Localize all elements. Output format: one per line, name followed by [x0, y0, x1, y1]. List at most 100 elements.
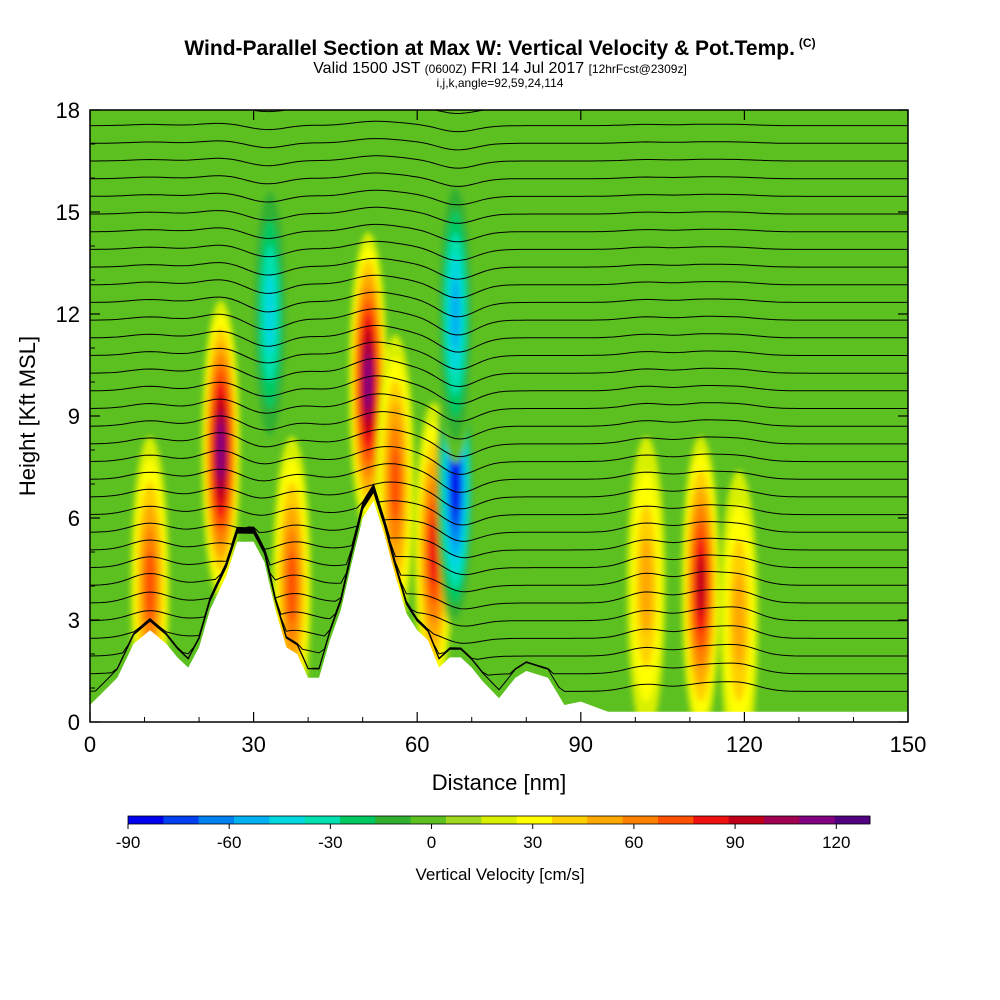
velocity-contour: [640, 538, 653, 634]
chart-title-text: Wind-Parallel Section at Max W: Vertical…: [184, 37, 795, 60]
velocity-feature: [681, 436, 720, 722]
isentrope-line: [90, 481, 908, 510]
terrain: [90, 501, 908, 722]
y-tick-label: 15: [56, 200, 80, 225]
x-tick-label: 150: [890, 732, 927, 757]
colorbar-swatch: [587, 816, 624, 824]
isentrope-line: [90, 189, 908, 206]
velocity-contour: [732, 572, 745, 668]
velocity-contour: [390, 447, 400, 521]
isentrope-line: [90, 445, 908, 476]
isentrope-line: [90, 411, 908, 440]
isentrope-line: [90, 274, 908, 299]
velocity-contour: [429, 518, 438, 586]
colorbar-tick-label: 120: [822, 833, 850, 852]
valid-date: FRI 14 Jul 2017: [471, 60, 585, 77]
isentrope-line: [90, 172, 908, 187]
x-tick-label: 0: [84, 732, 96, 757]
isentrope-line: [90, 138, 908, 151]
velocity-contour: [450, 277, 460, 351]
chart-title: Wind-Parallel Section at Max W: Vertical…: [0, 36, 1000, 61]
isentrope-line: [90, 155, 908, 169]
isentrope-line: [90, 358, 908, 388]
velocity-feature: [719, 470, 759, 722]
velocity-contour: [364, 354, 372, 410]
isentrope-line: [90, 375, 908, 405]
velocity-feature: [201, 300, 240, 600]
velocity-contour: [696, 555, 705, 617]
y-tick-label: 18: [56, 98, 80, 123]
velocity-feature: [250, 164, 290, 464]
y-tick-label: 9: [68, 404, 80, 429]
y-tick-label: 3: [68, 608, 80, 633]
colorbar-swatch: [764, 816, 800, 824]
colorbar-swatch: [799, 816, 836, 824]
x-tick-label: 120: [726, 732, 763, 757]
isentrope-line: [90, 484, 908, 542]
colorbar-swatch: [304, 816, 341, 824]
colorbar-swatch: [693, 816, 730, 824]
colorbar-frame: [127, 815, 871, 825]
colorbar-tick-label: 30: [523, 833, 542, 852]
velocity-contour: [451, 455, 459, 513]
colorbar-swatch: [234, 816, 270, 824]
velocity-contour: [264, 273, 276, 355]
x-axis-title: Distance [nm]: [432, 770, 567, 795]
velocity-contour: [287, 549, 297, 623]
colorbar-tick-label: 0: [427, 833, 436, 852]
isentrope-line: [90, 308, 908, 336]
colorbar-swatch: [128, 816, 164, 824]
isentrope-line: [90, 483, 908, 526]
colorbar-tick-label: 60: [624, 833, 643, 852]
velocity-contour: [217, 422, 225, 478]
colorbar-swatch: [198, 816, 235, 824]
y-tick-label: 12: [56, 302, 80, 327]
x-tick-label: 30: [241, 732, 265, 757]
colorbar-swatch: [340, 816, 376, 824]
valid-time: Valid 1500 JST: [313, 60, 421, 77]
colorbar-swatch: [163, 816, 200, 824]
colorbar-swatch: [481, 816, 518, 824]
isentrope-line: [90, 341, 908, 370]
isentrope-line: [90, 486, 908, 593]
plot-area: [90, 110, 908, 722]
isentrope-line: [90, 485, 908, 576]
valid-utc: (0600Z): [424, 62, 467, 76]
colorbar-swatch: [410, 816, 447, 824]
isentrope-line: [90, 484, 908, 559]
isentrope-line: [90, 393, 908, 422]
colorbar-swatch: [269, 816, 306, 824]
forecast-info: [12hrFcst@2309z]: [588, 62, 687, 76]
isentrope-line: [90, 291, 908, 318]
colorbar-swatch: [658, 816, 694, 824]
colorbar-swatch: [728, 816, 765, 824]
y-tick-label: 6: [68, 506, 80, 531]
y-axis: 0 3 6 9 12 15 18: [56, 98, 908, 735]
y-axis-title: Height [Kft MSL]: [15, 336, 40, 496]
isentrope-line: [90, 120, 908, 133]
isentrope-line: [90, 240, 908, 261]
colorbar-title: Vertical Velocity [cm/s]: [415, 865, 584, 884]
velocity-contour: [145, 549, 155, 623]
x-axis: 0 30 60 90 120 150: [84, 110, 926, 757]
potential-temperature-contours: [90, 110, 908, 692]
isentrope-line: [90, 257, 908, 280]
colorbar-swatch: [552, 816, 588, 824]
colorbar-swatch: [446, 816, 482, 824]
colorbar-swatch: [834, 816, 871, 824]
colorbar-tick-label: -30: [318, 833, 343, 852]
colorbar-swatch: [622, 816, 659, 824]
copyright-mark: (C): [798, 36, 816, 50]
colorbar-tick-label: -90: [116, 833, 141, 852]
colorbar-tick-label: 90: [726, 833, 745, 852]
isentrope-line: [90, 428, 908, 458]
isentrope-line: [90, 463, 908, 493]
velocity-feature: [272, 436, 311, 722]
y-tick-label: 0: [68, 710, 80, 735]
chart-subtitle: Valid 1500 JST (0600Z) FRI 14 Jul 2017 […: [0, 60, 1000, 78]
index-info: i,j,k,angle=92,59,24,114: [436, 76, 564, 90]
colorbar-tick-label: -60: [217, 833, 242, 852]
velocity-feature: [627, 436, 666, 722]
x-tick-label: 60: [405, 732, 429, 757]
